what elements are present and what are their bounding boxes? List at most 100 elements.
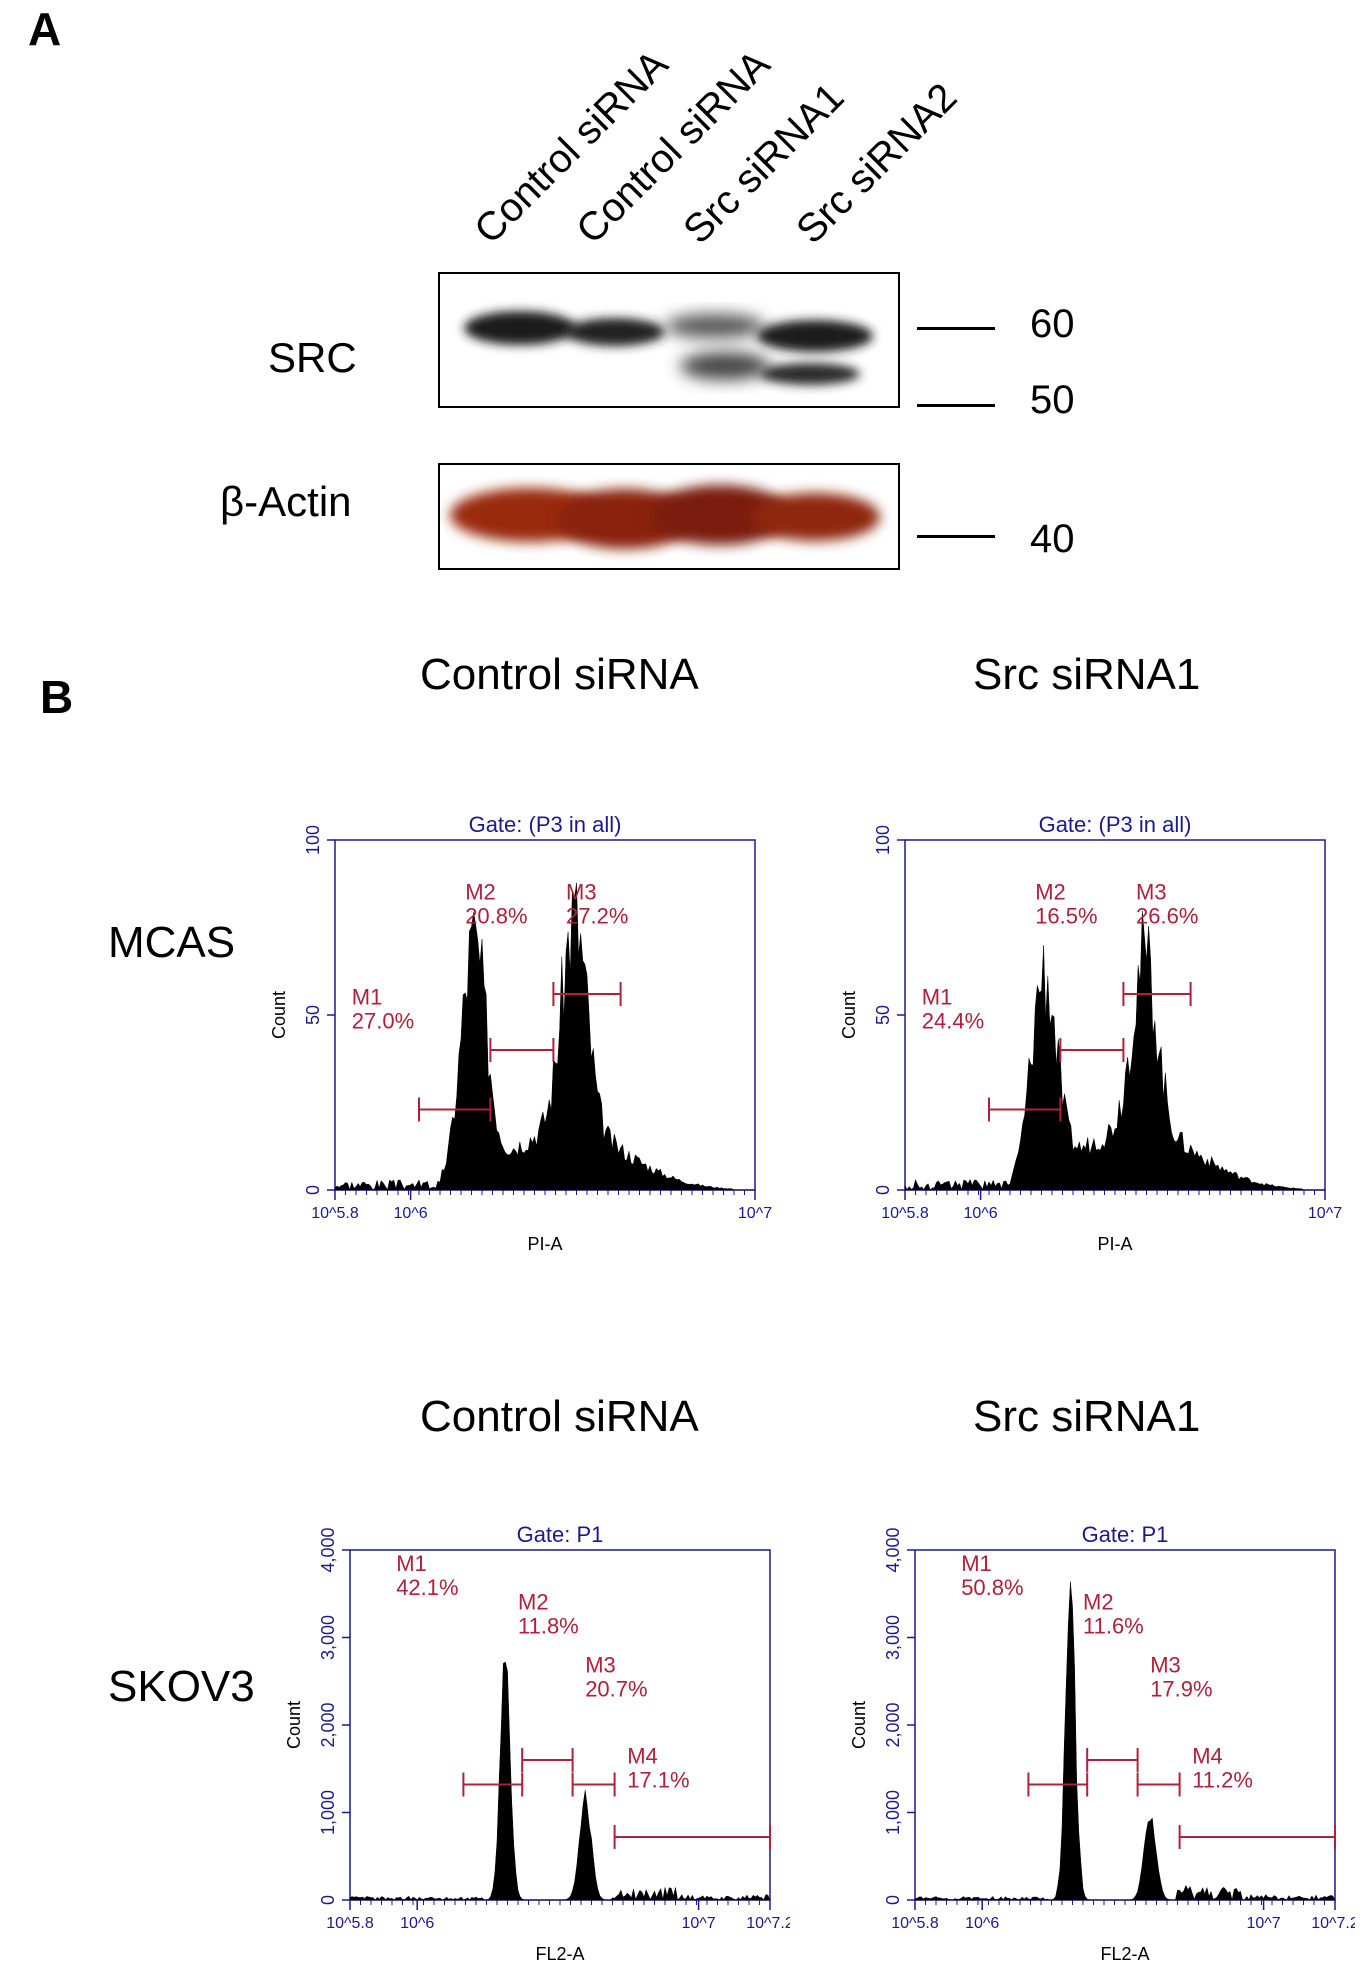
y-tick-label: 2,000 [318, 1702, 338, 1747]
panel-b-letter: B [40, 671, 74, 723]
column-title-src-skov3: Src siRNA1 [973, 1392, 1201, 1441]
gate-pct-m2: 11.6% [1083, 1614, 1144, 1639]
column-title-control-mcas: Control siRNA [420, 650, 699, 699]
src-blot [438, 272, 900, 408]
gate-label-m3: M3 [566, 880, 597, 905]
src-band-lane-3-lower [680, 352, 770, 380]
gate-pct-m2: 20.8% [465, 904, 527, 929]
y-tick-label: 0 [883, 1895, 903, 1905]
panel-a-letter: A [28, 3, 62, 55]
y-tick-label: 0 [318, 1895, 338, 1905]
gate-label-m4: M4 [1192, 1744, 1223, 1769]
histogram-area [904, 910, 1325, 1191]
column-title-src-mcas: Src siRNA1 [973, 650, 1201, 699]
y-tick-label: 50 [873, 1005, 893, 1025]
x-axis-label: PI-A [1097, 1234, 1132, 1254]
mw-tick-50 [917, 404, 995, 407]
plot-frame [914, 1549, 1336, 1901]
src-blot-bands [464, 311, 873, 385]
y-axis-label: Count [269, 991, 289, 1039]
x-tick-label: 10^6 [963, 1205, 997, 1222]
plot-frame [349, 1549, 771, 1901]
x-tick-label: 10^5.8 [891, 1915, 939, 1932]
y-axis-label: Count [849, 1701, 869, 1749]
chart-title: Gate: (P3 in all) [469, 812, 622, 837]
x-tick-label: 10^7 [738, 1205, 772, 1222]
histogram-area [334, 882, 755, 1191]
x-axis-label: FL2-A [1100, 1944, 1149, 1964]
src-band-lane-4-upper [757, 320, 873, 352]
mw-label-50: 50 [1030, 378, 1075, 422]
chart-title: Gate: (P3 in all) [1039, 812, 1192, 837]
gate-label-m2: M2 [1083, 1590, 1114, 1615]
histogram-mcas-src: Gate: (P3 in all) 0 50 100 Count 10^5.8 10^6 10… [839, 812, 1342, 1254]
y-tick-label: 1,000 [318, 1790, 338, 1835]
gate-label-m3: M3 [1150, 1653, 1181, 1678]
blot-row-label-src: SRC [268, 334, 357, 381]
src-band-lane-3-upper [665, 314, 765, 338]
gate-pct-m3: 17.9% [1150, 1677, 1212, 1702]
gate-pct-m1: 42.1% [396, 1575, 458, 1600]
actin-band-lane-4 [750, 493, 880, 541]
gate-label-m1: M1 [922, 985, 953, 1010]
gate-label-m4: M4 [627, 1744, 658, 1769]
histogram-area [349, 1661, 771, 1901]
gate-pct-m2: 16.5% [1035, 904, 1097, 929]
x-tick-label: 10^5.8 [881, 1205, 929, 1222]
chart-title: Gate: P1 [1082, 1522, 1169, 1547]
x-tick-label: 10^7.2 [746, 1915, 790, 1932]
x-tick-label: 10^6 [393, 1205, 427, 1222]
y-tick-label: 1,000 [883, 1790, 903, 1835]
y-tick-label: 0 [873, 1185, 893, 1195]
histogram-skov3-control: Gate: P1 0 1,000 2,000 3,000 4,000 Count 10^5.8… [284, 1522, 790, 1964]
y-axis-label: Count [284, 1701, 304, 1749]
histogram-mcas-control: Gate: (P3 in all) 0 50 100 Count 10^5.8 10^6 10… [269, 812, 772, 1254]
y-tick-label: 100 [303, 825, 323, 855]
gate-label-m3: M3 [1136, 880, 1167, 905]
src-band-lane-1 [464, 311, 576, 345]
actin-blot-bands [450, 485, 880, 549]
x-tick-label: 10^7.2 [1311, 1915, 1355, 1932]
gate-pct-m1: 24.4% [922, 1009, 984, 1034]
blot-row-label-actin: β-Actin [220, 478, 352, 525]
mw-tick-40 [917, 535, 995, 538]
x-tick-label: 10^5.8 [326, 1915, 374, 1932]
y-tick-label: 3,000 [883, 1615, 903, 1660]
gate-label-m2: M2 [465, 880, 496, 905]
gate-label-m1: M1 [961, 1551, 992, 1576]
y-tick-label: 2,000 [883, 1702, 903, 1747]
mw-label-60: 60 [1030, 302, 1075, 346]
gate-pct-m3: 27.2% [566, 904, 628, 929]
actin-band-lane-3 [650, 485, 790, 545]
histogram-skov3-src: Gate: P1 0 1,000 2,000 3,000 4,000 Count 10^5.8… [849, 1522, 1355, 1964]
mw-label-40: 40 [1030, 517, 1075, 561]
y-tick-label: 0 [303, 1185, 323, 1195]
x-tick-label: 10^6 [400, 1915, 434, 1932]
x-axis-label: FL2-A [535, 1944, 584, 1964]
x-axis-label: PI-A [527, 1234, 562, 1254]
y-tick-label: 3,000 [318, 1615, 338, 1660]
y-tick-label: 50 [303, 1005, 323, 1025]
gate-label-m1: M1 [396, 1551, 427, 1576]
gate-pct-m4: 11.2% [1192, 1768, 1253, 1793]
x-tick-label: 10^6 [965, 1915, 999, 1932]
y-tick-label: 4,000 [883, 1527, 903, 1572]
row-label-mcas: MCAS [108, 918, 236, 967]
gate-pct-m4: 17.1% [627, 1768, 689, 1793]
column-title-control-skov3: Control siRNA [420, 1392, 699, 1441]
row-label-skov3: SKOV3 [108, 1662, 255, 1711]
gate-pct-m1: 27.0% [352, 1009, 414, 1034]
x-tick-label: 10^5.8 [311, 1205, 359, 1222]
y-tick-label: 4,000 [318, 1527, 338, 1572]
mw-tick-60 [917, 327, 995, 330]
y-tick-label: 100 [873, 825, 893, 855]
src-band-lane-4-lower [760, 363, 860, 385]
src-band-lane-2 [565, 318, 665, 346]
y-axis-label: Count [839, 991, 859, 1039]
x-tick-label: 10^7 [1246, 1915, 1280, 1932]
x-tick-label: 10^7 [681, 1915, 715, 1932]
gate-label-m1: M1 [352, 985, 383, 1010]
gate-pct-m3: 26.6% [1136, 904, 1198, 929]
actin-blot [438, 463, 900, 570]
chart-title: Gate: P1 [517, 1522, 604, 1547]
